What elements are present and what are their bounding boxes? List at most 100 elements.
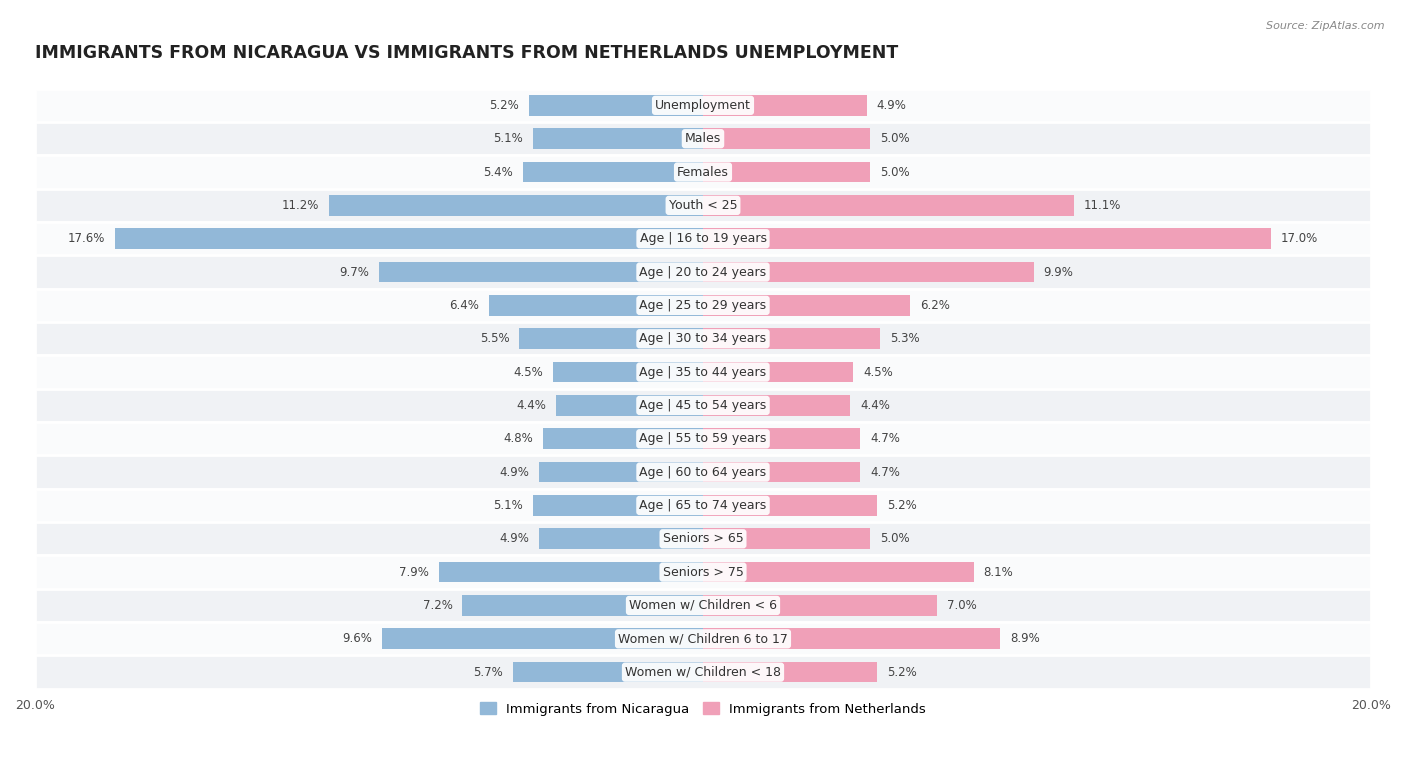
Bar bbox=[703, 662, 877, 683]
Bar bbox=[533, 129, 703, 149]
Text: 5.1%: 5.1% bbox=[494, 132, 523, 145]
Bar bbox=[523, 162, 703, 182]
Bar bbox=[35, 556, 1371, 589]
Text: 5.7%: 5.7% bbox=[472, 665, 502, 679]
Bar bbox=[35, 522, 1371, 556]
Text: 4.4%: 4.4% bbox=[516, 399, 546, 412]
Bar bbox=[35, 322, 1371, 356]
Bar bbox=[382, 628, 703, 650]
Text: 4.9%: 4.9% bbox=[499, 466, 529, 478]
Text: Source: ZipAtlas.com: Source: ZipAtlas.com bbox=[1267, 21, 1385, 31]
Text: Women w/ Children 6 to 17: Women w/ Children 6 to 17 bbox=[619, 632, 787, 645]
Text: 5.0%: 5.0% bbox=[880, 166, 910, 179]
Text: 5.5%: 5.5% bbox=[479, 332, 509, 345]
Bar bbox=[380, 262, 703, 282]
Text: 8.9%: 8.9% bbox=[1011, 632, 1040, 645]
Bar bbox=[35, 255, 1371, 288]
Bar bbox=[35, 222, 1371, 255]
Bar bbox=[513, 662, 703, 683]
Text: 5.4%: 5.4% bbox=[482, 166, 513, 179]
Text: Age | 55 to 59 years: Age | 55 to 59 years bbox=[640, 432, 766, 445]
Bar bbox=[35, 589, 1371, 622]
Text: Age | 60 to 64 years: Age | 60 to 64 years bbox=[640, 466, 766, 478]
Bar bbox=[555, 395, 703, 416]
Text: Age | 45 to 54 years: Age | 45 to 54 years bbox=[640, 399, 766, 412]
Bar bbox=[703, 428, 860, 449]
Bar bbox=[703, 229, 1271, 249]
Bar bbox=[703, 528, 870, 549]
Text: 11.1%: 11.1% bbox=[1084, 199, 1121, 212]
Text: Women w/ Children < 18: Women w/ Children < 18 bbox=[626, 665, 780, 679]
Bar bbox=[35, 422, 1371, 456]
Text: Females: Females bbox=[678, 166, 728, 179]
Bar bbox=[519, 329, 703, 349]
Bar bbox=[533, 495, 703, 516]
Bar bbox=[703, 262, 1033, 282]
Bar bbox=[35, 188, 1371, 222]
Bar bbox=[35, 489, 1371, 522]
Text: 5.2%: 5.2% bbox=[887, 499, 917, 512]
Bar bbox=[529, 95, 703, 116]
Bar bbox=[703, 95, 866, 116]
Text: IMMIGRANTS FROM NICARAGUA VS IMMIGRANTS FROM NETHERLANDS UNEMPLOYMENT: IMMIGRANTS FROM NICARAGUA VS IMMIGRANTS … bbox=[35, 45, 898, 62]
Bar bbox=[35, 622, 1371, 656]
Text: Age | 20 to 24 years: Age | 20 to 24 years bbox=[640, 266, 766, 279]
Bar bbox=[703, 195, 1074, 216]
Bar bbox=[35, 389, 1371, 422]
Text: 17.6%: 17.6% bbox=[67, 232, 105, 245]
Bar bbox=[439, 562, 703, 582]
Bar bbox=[703, 362, 853, 382]
Text: 4.7%: 4.7% bbox=[870, 432, 900, 445]
Text: Unemployment: Unemployment bbox=[655, 99, 751, 112]
Text: 7.9%: 7.9% bbox=[399, 565, 429, 578]
Bar bbox=[35, 456, 1371, 489]
Bar bbox=[703, 562, 973, 582]
Text: 4.9%: 4.9% bbox=[499, 532, 529, 545]
Text: 4.4%: 4.4% bbox=[860, 399, 890, 412]
Bar bbox=[703, 462, 860, 482]
Text: 9.9%: 9.9% bbox=[1043, 266, 1074, 279]
Text: 4.7%: 4.7% bbox=[870, 466, 900, 478]
Text: 5.2%: 5.2% bbox=[489, 99, 519, 112]
Text: 4.9%: 4.9% bbox=[877, 99, 907, 112]
Text: 17.0%: 17.0% bbox=[1281, 232, 1317, 245]
Text: 5.2%: 5.2% bbox=[887, 665, 917, 679]
Bar bbox=[703, 129, 870, 149]
Text: 5.0%: 5.0% bbox=[880, 132, 910, 145]
Bar bbox=[35, 89, 1371, 122]
Text: Age | 30 to 34 years: Age | 30 to 34 years bbox=[640, 332, 766, 345]
Bar bbox=[115, 229, 703, 249]
Bar bbox=[703, 495, 877, 516]
Text: 5.1%: 5.1% bbox=[494, 499, 523, 512]
Text: 9.6%: 9.6% bbox=[343, 632, 373, 645]
Bar bbox=[489, 295, 703, 316]
Bar bbox=[703, 295, 910, 316]
Text: 4.8%: 4.8% bbox=[503, 432, 533, 445]
Bar bbox=[329, 195, 703, 216]
Bar bbox=[543, 428, 703, 449]
Text: 4.5%: 4.5% bbox=[863, 366, 893, 378]
Bar bbox=[703, 628, 1000, 650]
Bar bbox=[35, 122, 1371, 155]
Text: 5.0%: 5.0% bbox=[880, 532, 910, 545]
Bar bbox=[540, 528, 703, 549]
Text: 6.4%: 6.4% bbox=[450, 299, 479, 312]
Bar bbox=[463, 595, 703, 615]
Text: Age | 65 to 74 years: Age | 65 to 74 years bbox=[640, 499, 766, 512]
Text: 7.0%: 7.0% bbox=[946, 599, 977, 612]
Text: Age | 35 to 44 years: Age | 35 to 44 years bbox=[640, 366, 766, 378]
Text: Seniors > 75: Seniors > 75 bbox=[662, 565, 744, 578]
Bar bbox=[703, 162, 870, 182]
Text: Youth < 25: Youth < 25 bbox=[669, 199, 737, 212]
Text: Seniors > 65: Seniors > 65 bbox=[662, 532, 744, 545]
Text: Women w/ Children < 6: Women w/ Children < 6 bbox=[628, 599, 778, 612]
Bar bbox=[35, 155, 1371, 188]
Bar bbox=[703, 329, 880, 349]
Text: 9.7%: 9.7% bbox=[339, 266, 368, 279]
Text: Age | 16 to 19 years: Age | 16 to 19 years bbox=[640, 232, 766, 245]
Bar bbox=[35, 356, 1371, 389]
Text: 8.1%: 8.1% bbox=[984, 565, 1014, 578]
Bar bbox=[35, 288, 1371, 322]
Legend: Immigrants from Nicaragua, Immigrants from Netherlands: Immigrants from Nicaragua, Immigrants fr… bbox=[475, 696, 931, 721]
Text: Males: Males bbox=[685, 132, 721, 145]
